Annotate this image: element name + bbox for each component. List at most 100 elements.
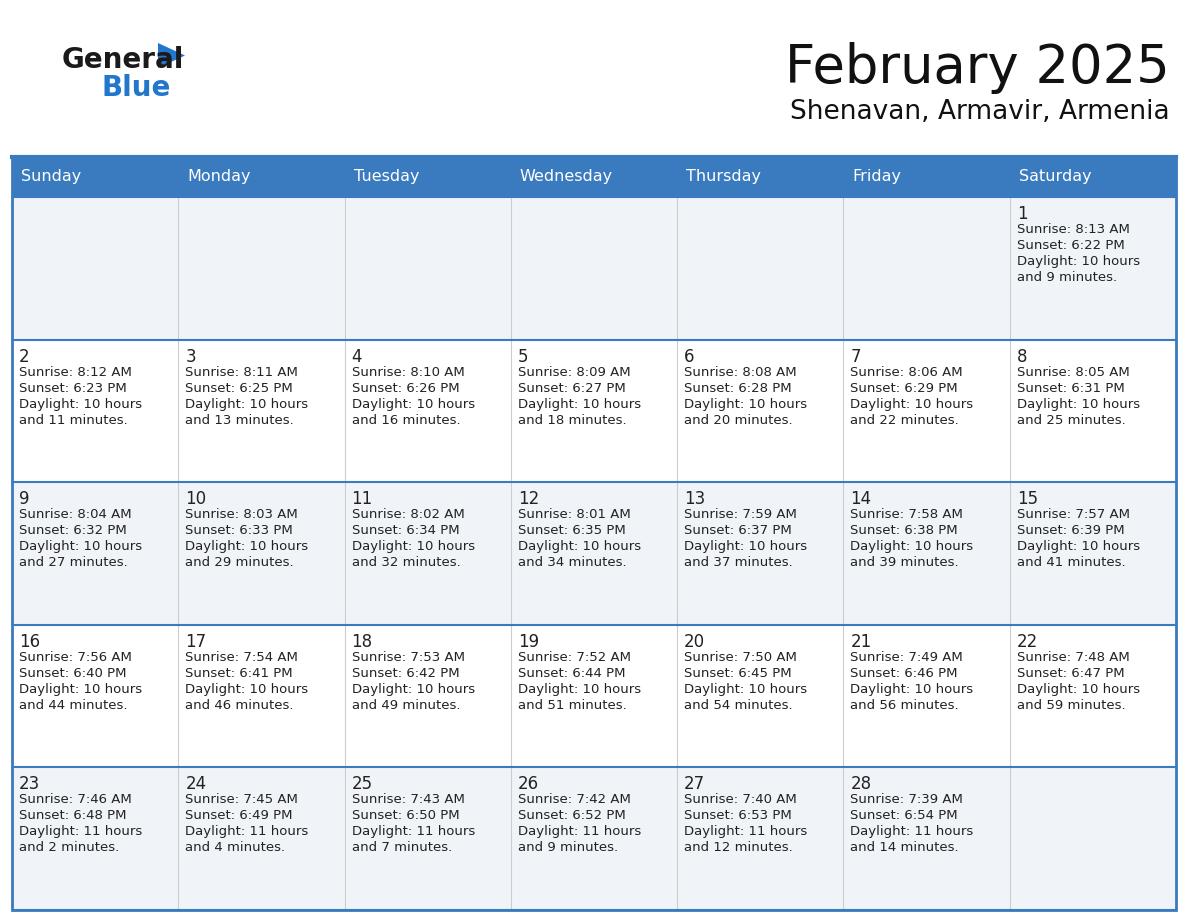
Text: Daylight: 10 hours: Daylight: 10 hours xyxy=(185,397,309,410)
Text: Daylight: 10 hours: Daylight: 10 hours xyxy=(1017,540,1139,554)
Text: Daylight: 10 hours: Daylight: 10 hours xyxy=(518,397,642,410)
Text: Daylight: 11 hours: Daylight: 11 hours xyxy=(185,825,309,838)
Bar xyxy=(12,157,1176,197)
Text: and 11 minutes.: and 11 minutes. xyxy=(19,414,128,427)
Text: 16: 16 xyxy=(19,633,40,651)
Text: Sunrise: 8:13 AM: Sunrise: 8:13 AM xyxy=(1017,223,1130,236)
Text: Sunset: 6:46 PM: Sunset: 6:46 PM xyxy=(851,666,958,680)
Text: 21: 21 xyxy=(851,633,872,651)
Text: Sunrise: 8:10 AM: Sunrise: 8:10 AM xyxy=(352,365,465,378)
Text: and 9 minutes.: and 9 minutes. xyxy=(1017,271,1117,284)
Text: Sunrise: 8:01 AM: Sunrise: 8:01 AM xyxy=(518,509,631,521)
Text: Sunrise: 7:54 AM: Sunrise: 7:54 AM xyxy=(185,651,298,664)
Text: Blue: Blue xyxy=(102,74,171,102)
Text: and 2 minutes.: and 2 minutes. xyxy=(19,842,119,855)
Text: 9: 9 xyxy=(19,490,30,509)
Text: Daylight: 10 hours: Daylight: 10 hours xyxy=(185,540,309,554)
Text: Daylight: 10 hours: Daylight: 10 hours xyxy=(518,683,642,696)
Text: 27: 27 xyxy=(684,776,706,793)
Text: Sunset: 6:27 PM: Sunset: 6:27 PM xyxy=(518,382,626,395)
Text: 24: 24 xyxy=(185,776,207,793)
Text: and 29 minutes.: and 29 minutes. xyxy=(185,556,293,569)
Text: 25: 25 xyxy=(352,776,373,793)
Text: and 18 minutes.: and 18 minutes. xyxy=(518,414,626,427)
Text: Shenavan, Armavir, Armenia: Shenavan, Armavir, Armenia xyxy=(790,99,1170,125)
Text: Daylight: 10 hours: Daylight: 10 hours xyxy=(851,540,973,554)
Text: Daylight: 10 hours: Daylight: 10 hours xyxy=(19,540,143,554)
Text: Daylight: 10 hours: Daylight: 10 hours xyxy=(518,540,642,554)
Text: Sunrise: 7:49 AM: Sunrise: 7:49 AM xyxy=(851,651,963,664)
Text: 4: 4 xyxy=(352,348,362,365)
Text: and 41 minutes.: and 41 minutes. xyxy=(1017,556,1125,569)
Text: and 32 minutes.: and 32 minutes. xyxy=(352,556,460,569)
Text: Sunrise: 7:52 AM: Sunrise: 7:52 AM xyxy=(518,651,631,664)
Text: Sunrise: 7:50 AM: Sunrise: 7:50 AM xyxy=(684,651,797,664)
Text: and 27 minutes.: and 27 minutes. xyxy=(19,556,128,569)
Text: 22: 22 xyxy=(1017,633,1038,651)
Text: Daylight: 10 hours: Daylight: 10 hours xyxy=(19,397,143,410)
Text: 17: 17 xyxy=(185,633,207,651)
Text: Sunrise: 8:12 AM: Sunrise: 8:12 AM xyxy=(19,365,132,378)
Text: 18: 18 xyxy=(352,633,373,651)
Text: Sunset: 6:35 PM: Sunset: 6:35 PM xyxy=(518,524,626,537)
Text: Sunset: 6:28 PM: Sunset: 6:28 PM xyxy=(684,382,791,395)
Text: Sunrise: 8:11 AM: Sunrise: 8:11 AM xyxy=(185,365,298,378)
Text: Daylight: 10 hours: Daylight: 10 hours xyxy=(19,683,143,696)
Text: Sunset: 6:26 PM: Sunset: 6:26 PM xyxy=(352,382,460,395)
Text: Sunset: 6:37 PM: Sunset: 6:37 PM xyxy=(684,524,792,537)
Text: Sunrise: 7:39 AM: Sunrise: 7:39 AM xyxy=(851,793,963,806)
Text: Sunrise: 8:09 AM: Sunrise: 8:09 AM xyxy=(518,365,631,378)
Text: and 49 minutes.: and 49 minutes. xyxy=(352,699,460,711)
Text: General: General xyxy=(62,46,184,74)
Text: Sunrise: 7:46 AM: Sunrise: 7:46 AM xyxy=(19,793,132,806)
Text: Daylight: 10 hours: Daylight: 10 hours xyxy=(352,540,475,554)
Text: Sunset: 6:34 PM: Sunset: 6:34 PM xyxy=(352,524,460,537)
Text: Wednesday: Wednesday xyxy=(520,170,613,185)
Polygon shape xyxy=(158,43,185,68)
Text: 6: 6 xyxy=(684,348,695,365)
Text: Tuesday: Tuesday xyxy=(354,170,419,185)
Text: Sunset: 6:49 PM: Sunset: 6:49 PM xyxy=(185,810,292,823)
Text: Sunset: 6:50 PM: Sunset: 6:50 PM xyxy=(352,810,460,823)
Text: and 25 minutes.: and 25 minutes. xyxy=(1017,414,1125,427)
Text: and 9 minutes.: and 9 minutes. xyxy=(518,842,618,855)
Text: Sunrise: 7:59 AM: Sunrise: 7:59 AM xyxy=(684,509,797,521)
Bar xyxy=(12,157,1176,910)
Text: and 12 minutes.: and 12 minutes. xyxy=(684,842,792,855)
Bar xyxy=(12,340,1176,482)
Text: Sunrise: 7:58 AM: Sunrise: 7:58 AM xyxy=(851,509,963,521)
Text: Daylight: 10 hours: Daylight: 10 hours xyxy=(851,683,973,696)
Text: Daylight: 11 hours: Daylight: 11 hours xyxy=(518,825,642,838)
Text: and 7 minutes.: and 7 minutes. xyxy=(352,842,451,855)
Text: and 14 minutes.: and 14 minutes. xyxy=(851,842,959,855)
Text: Sunset: 6:47 PM: Sunset: 6:47 PM xyxy=(1017,666,1124,680)
Text: Sunrise: 8:05 AM: Sunrise: 8:05 AM xyxy=(1017,365,1130,378)
Text: Sunset: 6:53 PM: Sunset: 6:53 PM xyxy=(684,810,792,823)
Text: Friday: Friday xyxy=(853,170,902,185)
Bar xyxy=(12,625,1176,767)
Text: 12: 12 xyxy=(518,490,539,509)
Text: Sunrise: 8:04 AM: Sunrise: 8:04 AM xyxy=(19,509,132,521)
Text: February 2025: February 2025 xyxy=(785,42,1170,94)
Text: 19: 19 xyxy=(518,633,539,651)
Text: Monday: Monday xyxy=(188,170,251,185)
Text: and 59 minutes.: and 59 minutes. xyxy=(1017,699,1125,711)
Text: Daylight: 11 hours: Daylight: 11 hours xyxy=(851,825,974,838)
Text: and 56 minutes.: and 56 minutes. xyxy=(851,699,959,711)
Text: Sunrise: 8:06 AM: Sunrise: 8:06 AM xyxy=(851,365,963,378)
Text: Thursday: Thursday xyxy=(687,170,762,185)
Bar xyxy=(12,197,1176,340)
Text: Sunset: 6:25 PM: Sunset: 6:25 PM xyxy=(185,382,293,395)
Text: and 51 minutes.: and 51 minutes. xyxy=(518,699,626,711)
Text: 7: 7 xyxy=(851,348,861,365)
Text: and 37 minutes.: and 37 minutes. xyxy=(684,556,792,569)
Text: Sunset: 6:41 PM: Sunset: 6:41 PM xyxy=(185,666,293,680)
Text: Daylight: 10 hours: Daylight: 10 hours xyxy=(1017,255,1139,268)
Text: 14: 14 xyxy=(851,490,872,509)
Text: Daylight: 10 hours: Daylight: 10 hours xyxy=(352,683,475,696)
Text: and 54 minutes.: and 54 minutes. xyxy=(684,699,792,711)
Text: 20: 20 xyxy=(684,633,706,651)
Text: Saturday: Saturday xyxy=(1019,170,1092,185)
Text: Sunrise: 8:02 AM: Sunrise: 8:02 AM xyxy=(352,509,465,521)
Text: Sunrise: 8:03 AM: Sunrise: 8:03 AM xyxy=(185,509,298,521)
